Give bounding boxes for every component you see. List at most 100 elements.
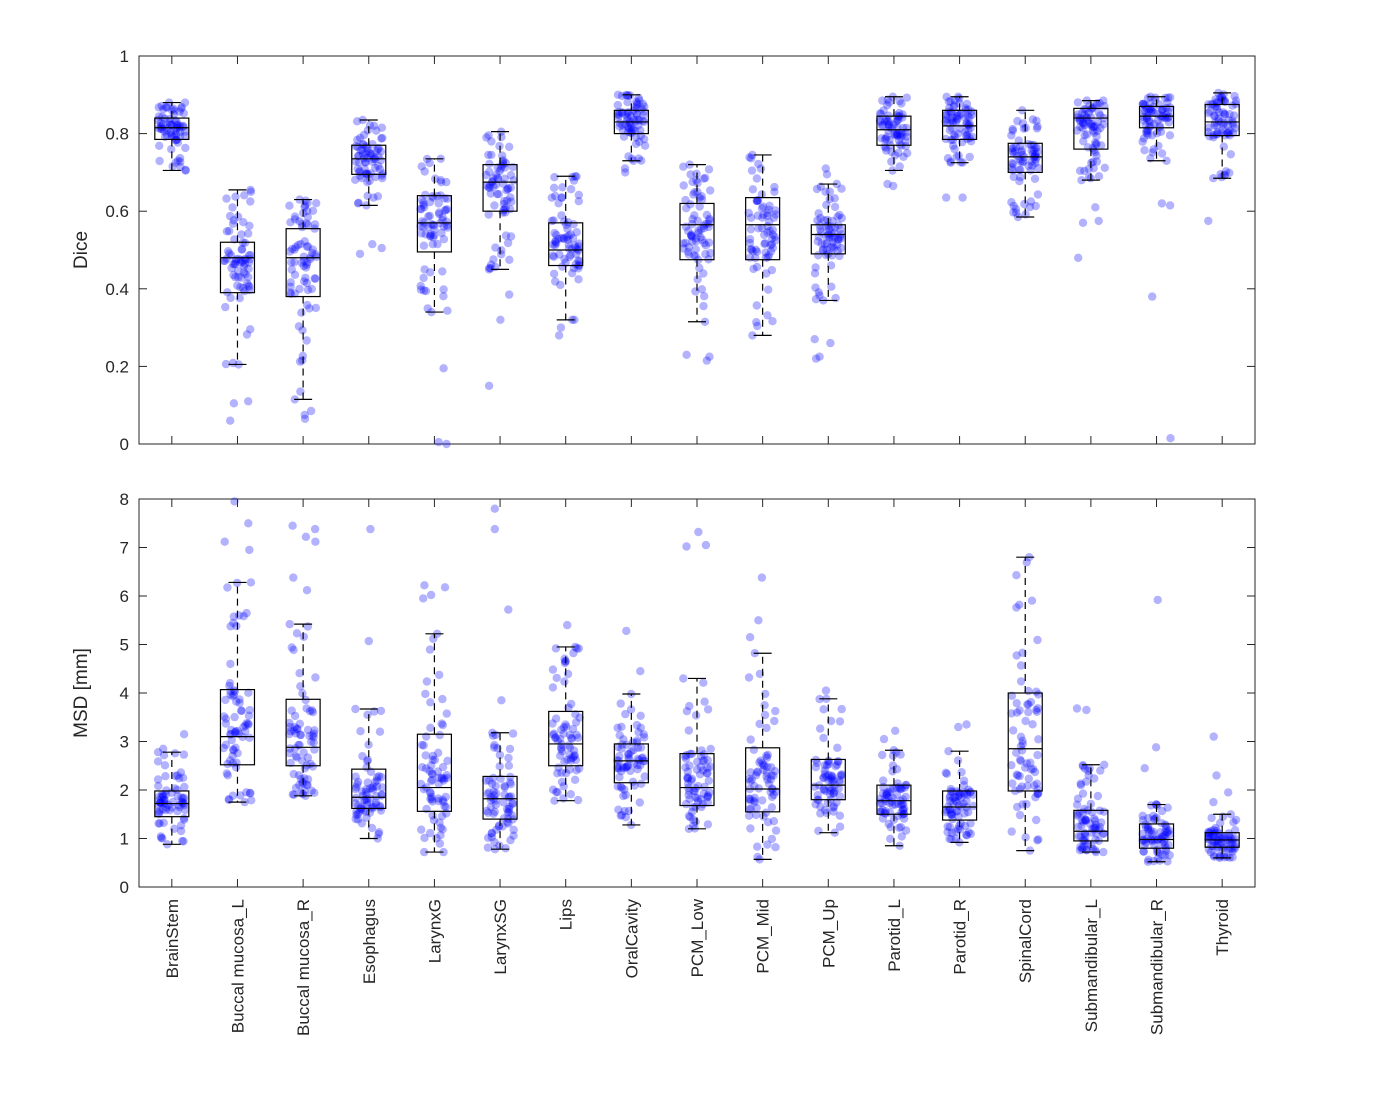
data-point [618, 763, 627, 773]
data-point [363, 126, 373, 135]
data-point [962, 99, 972, 109]
data-point [560, 757, 569, 766]
y-tick-label: 0 [120, 435, 129, 454]
data-point [749, 264, 758, 274]
data-point [771, 210, 780, 219]
data-point [1228, 837, 1237, 846]
data-point [955, 789, 965, 799]
data-point [1210, 111, 1219, 120]
data-point [551, 714, 561, 723]
data-point [1090, 128, 1099, 137]
data-point [574, 197, 583, 206]
data-point [618, 121, 627, 130]
data-point [438, 213, 447, 222]
data-point [562, 722, 571, 731]
data-point [637, 156, 646, 165]
data-point [1217, 834, 1226, 843]
data-point [1008, 163, 1017, 172]
data-point [757, 573, 767, 582]
data-point [303, 242, 313, 251]
data-point [1082, 130, 1092, 139]
data-point [901, 141, 910, 151]
data-point [883, 116, 893, 126]
data-point [835, 775, 844, 785]
data-point [439, 285, 448, 294]
data-point [426, 590, 436, 600]
data-point [1023, 781, 1032, 791]
data-point [684, 247, 693, 256]
data-point [301, 263, 311, 272]
data-point [955, 788, 964, 797]
data-point [501, 208, 510, 217]
data-point [179, 122, 188, 131]
data-point [499, 814, 509, 823]
data-point [696, 233, 705, 242]
data-point [1163, 827, 1172, 836]
data-point [1145, 99, 1155, 108]
data-point [551, 277, 560, 286]
data-point [308, 708, 318, 717]
data-point [227, 725, 236, 735]
data-point [559, 234, 568, 244]
data-point [1205, 831, 1214, 841]
data-point [308, 248, 317, 258]
data-point [443, 194, 452, 203]
data-point [572, 730, 581, 740]
data-point [352, 807, 361, 816]
data-point [509, 831, 518, 840]
data-point [160, 795, 169, 805]
data-point [1209, 732, 1218, 741]
data-point [299, 261, 308, 271]
data-point [950, 792, 960, 802]
box-submandibular-l [1072, 704, 1109, 857]
data-point [353, 135, 362, 144]
data-point [1020, 199, 1029, 209]
data-point [769, 790, 778, 800]
data-point [554, 234, 563, 244]
data-point [245, 255, 254, 264]
data-point [1094, 216, 1103, 226]
box-parotid-r [941, 92, 978, 202]
data-point [435, 209, 444, 219]
data-point [679, 674, 688, 683]
data-point [1008, 147, 1017, 156]
data-point [181, 131, 190, 141]
data-point [1077, 843, 1087, 852]
data-point [947, 810, 956, 819]
data-point [706, 744, 715, 754]
data-point [683, 774, 693, 783]
data-point [638, 99, 648, 109]
data-point [951, 827, 961, 836]
data-point [366, 151, 376, 160]
data-point [706, 186, 715, 195]
data-point [1149, 811, 1158, 821]
data-point [361, 807, 370, 816]
data-point [433, 767, 442, 776]
data-point [1099, 96, 1108, 105]
data-point [771, 843, 780, 852]
data-point [425, 158, 434, 168]
data-point [767, 763, 776, 772]
data-point [1146, 122, 1155, 131]
data-point [1158, 839, 1167, 848]
data-point [945, 834, 954, 844]
box-buccal-mucosa-l [219, 185, 256, 425]
data-point [745, 235, 755, 244]
data-point [698, 756, 708, 766]
data-point [157, 125, 167, 134]
data-point [767, 792, 777, 802]
data-point [300, 202, 309, 212]
data-point [636, 743, 646, 752]
box-larynxg [416, 154, 453, 449]
data-point [884, 126, 893, 135]
data-point [945, 103, 954, 113]
data-point [956, 794, 966, 803]
data-point [828, 237, 837, 246]
data-point [744, 208, 753, 218]
data-point [307, 737, 316, 746]
data-point [889, 784, 898, 793]
box-spinalcord [1007, 106, 1043, 222]
data-point [1029, 145, 1038, 155]
data-point [879, 776, 888, 785]
data-point [361, 149, 370, 159]
